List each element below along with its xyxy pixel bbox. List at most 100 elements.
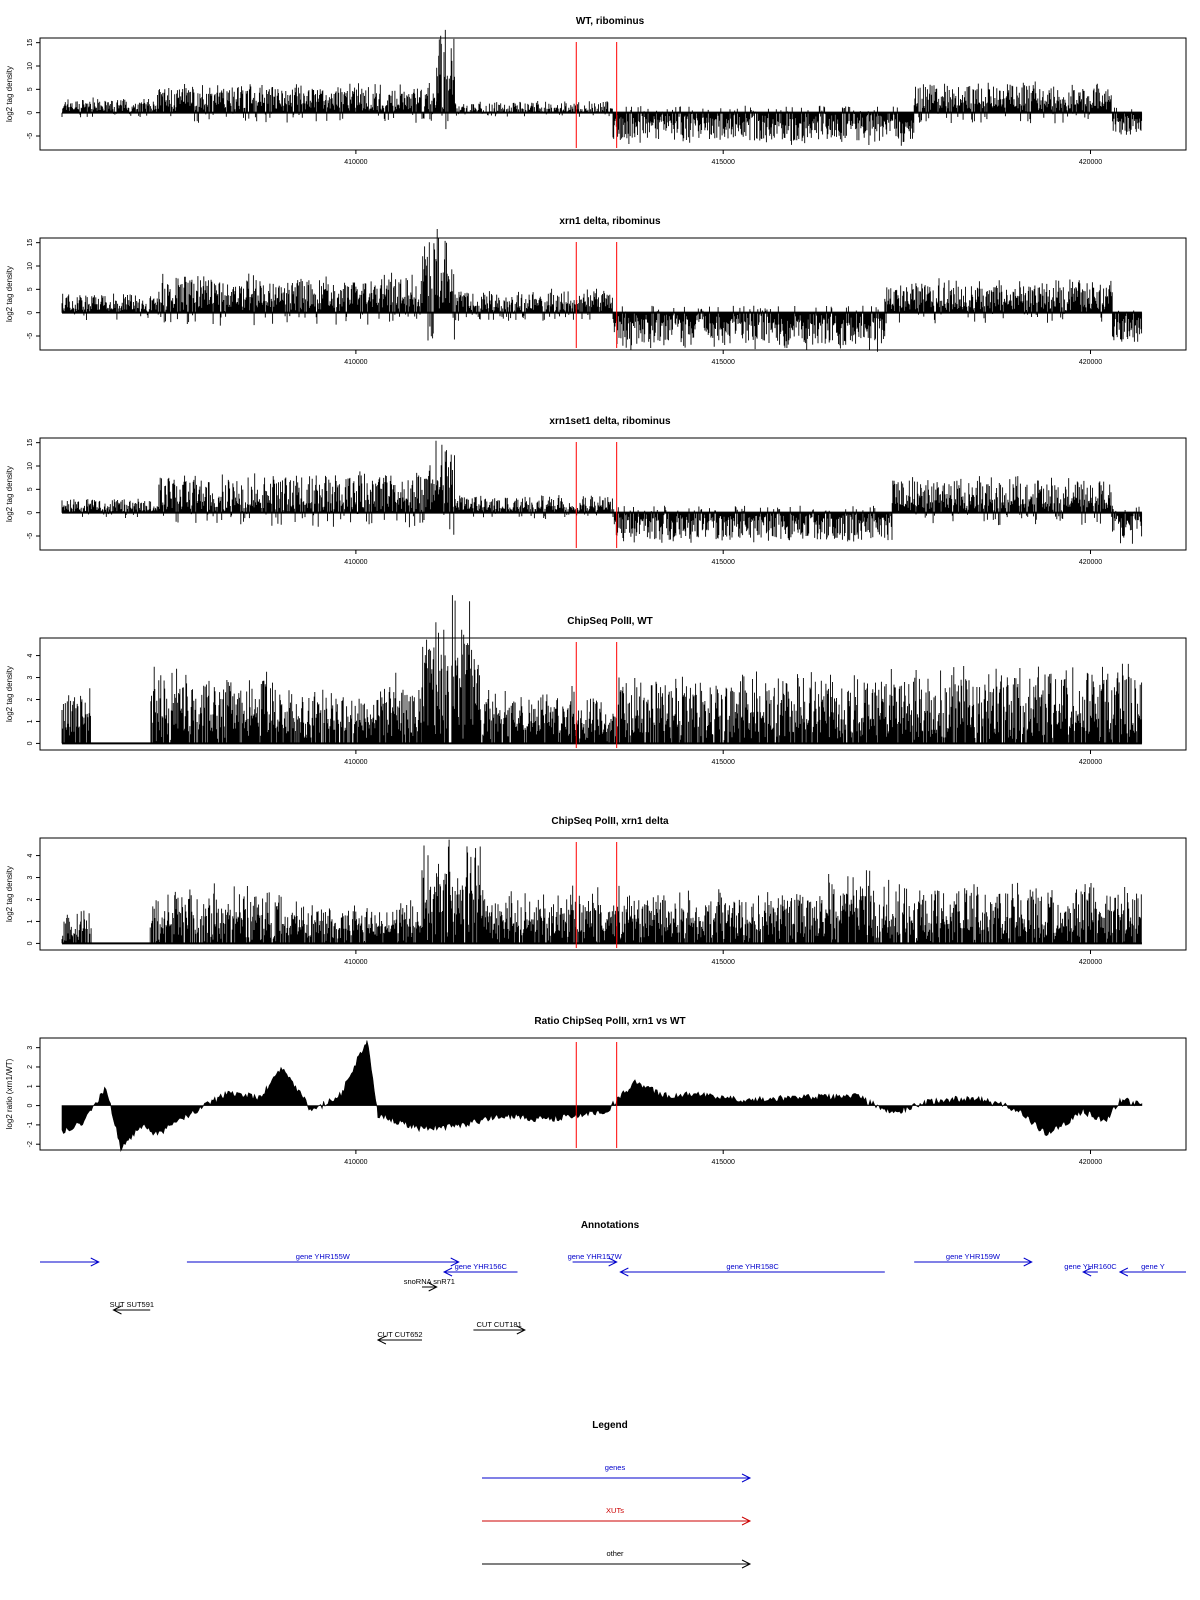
legend-label: genes [605,1463,626,1472]
x-tick-label: 415000 [712,759,735,766]
y-tick-label: 2 [27,697,34,701]
y-tick-label: 1 [27,719,34,723]
signal-series [61,229,1143,352]
plot-frame [39,437,1187,551]
y-tick-label: -2 [27,1141,34,1147]
x-tick-label: 410000 [344,759,367,766]
feature-label: gene Y [1141,1262,1165,1271]
feature-label: snoRNA snR71 [404,1277,455,1286]
arrow-head [516,1325,526,1335]
y-tick-label: 0 [27,311,34,315]
x-tick-label: 415000 [712,159,735,166]
panel-6: Ratio ChipSeq PolII, xrn1 vs WT log2 rati… [5,1016,1187,1166]
annotation-feature [40,1257,100,1267]
panel-title: Ratio ChipSeq PolII, xrn1 vs WT [534,1016,685,1027]
signal-series [61,595,1143,745]
annotation-feature: CUT CUT181 [473,1320,526,1335]
annotation-feature: gene YHR158C [619,1262,885,1277]
y-tick-label: 3 [27,675,34,679]
x-tick-label: 415000 [712,559,735,566]
panel-3: xrn1set1 delta, ribominus log2 tag densit… [5,416,1187,566]
signal-series [61,440,1143,544]
arrow-head [608,1257,618,1267]
arrow-head [619,1267,629,1277]
y-tick-label: 1 [27,919,34,923]
annotation-feature: CUT CUT652 [376,1330,423,1345]
y-tick-label: -5 [27,333,34,339]
feature-label: gene YHR158C [726,1262,779,1271]
y-tick-label: 10 [27,262,34,270]
y-tick-label: 4 [27,654,34,658]
y-tick-label: 10 [27,462,34,470]
y-axis-label: log2 ratio (xrn1/WT) [5,1058,14,1129]
panel-title: xrn1set1 delta, ribominus [549,416,671,427]
y-axis-label: log2 tag density [5,866,14,922]
legend-item-xuts: XUTs [482,1506,752,1526]
signal-series [61,839,1142,945]
y-tick-label: 3 [27,1046,34,1050]
x-tick-label: 410000 [344,1159,367,1166]
y-tick-label: 2 [27,1065,34,1069]
y-tick-label: -5 [27,133,34,139]
annotation-features: gene YHR155W gene YHR156C gene YHR157W gene… [40,1252,1186,1345]
y-tick-label: 0 [27,741,34,745]
y-tick-label: 0 [27,511,34,515]
feature-label: gene YHR155W [296,1252,351,1261]
arrow-head [112,1305,122,1315]
panel-title: ChipSeq PolII, WT [567,616,653,627]
x-tick-label: 420000 [1079,559,1102,566]
feature-label: gene YHR160C [1064,1262,1117,1271]
arrow-head [450,1257,460,1267]
annotation-feature: gene YHR160C [1064,1262,1117,1277]
panel-title: ChipSeq PolII, xrn1 delta [551,816,669,827]
feature-label: gene YHR156C [455,1262,508,1271]
y-axis-label: log2 tag density [5,66,14,122]
y-tick-label: 10 [27,62,34,70]
y-tick-label: 15 [27,39,34,47]
legend-arrow-head [741,1516,752,1526]
x-tick-label: 420000 [1079,159,1102,166]
signal-bars [61,229,1143,352]
panel-title: xrn1 delta, ribominus [559,216,661,227]
arrow-head [1118,1267,1129,1277]
annotation-feature: gene Y [1118,1262,1186,1277]
signal-series [61,1040,1143,1153]
x-tick-label: 420000 [1079,359,1102,366]
arrow-head [428,1282,438,1292]
arrow-head [1023,1257,1033,1267]
y-tick-label: -5 [27,533,34,539]
y-tick-label: 2 [27,897,34,901]
legend-item-other: other [482,1549,752,1569]
signal-series [61,29,1143,146]
legend-arrow-head [741,1559,752,1569]
signal-bars [61,440,1143,544]
y-tick-label: 0 [27,111,34,115]
x-tick-label: 415000 [712,959,735,966]
signal-bars [61,839,1142,944]
signal-bars [61,29,1143,146]
signal-bars [61,595,1143,744]
feature-label: CUT CUT181 [476,1320,521,1329]
plot-frame [39,37,1187,151]
plot-frame [39,237,1187,351]
legend-title: Legend [592,1420,628,1431]
x-tick-label: 415000 [712,359,735,366]
y-tick-label: 0 [27,1104,34,1108]
x-tick-label: 410000 [344,359,367,366]
arrow-head [376,1335,387,1345]
feature-label: gene YHR159W [946,1252,1001,1261]
x-tick-label: 420000 [1079,1159,1102,1166]
legend-items: genes XUTs other [482,1463,752,1569]
legend-label: XUTs [606,1506,624,1515]
plot-frame [39,637,1187,751]
arrow-head [90,1257,100,1267]
x-tick-label: 410000 [344,959,367,966]
x-tick-label: 420000 [1079,759,1102,766]
x-tick-label: 415000 [712,1159,735,1166]
y-tick-label: 3 [27,875,34,879]
annotation-feature: gene YHR157W [568,1252,623,1267]
legend-label: other [606,1549,624,1558]
ratio-area [61,1040,1143,1153]
